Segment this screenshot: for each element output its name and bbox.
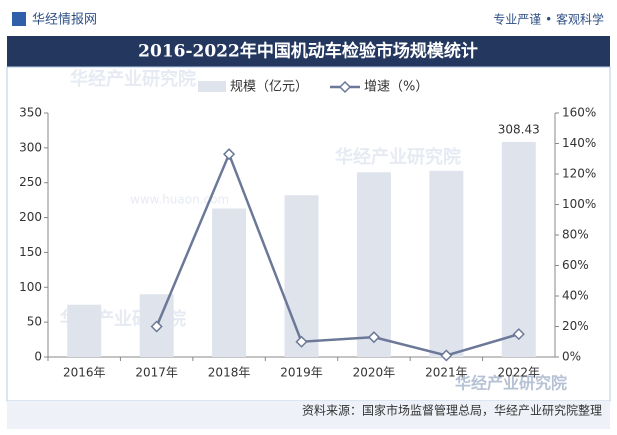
y-tick-label: 200 — [19, 210, 42, 224]
y2-tick-label: 60% — [562, 258, 589, 272]
y2-tick-label: 140% — [562, 136, 596, 150]
x-tick-label: 2020年 — [353, 366, 396, 380]
y2-tick-label: 160% — [562, 106, 596, 120]
watermark-url: www.huaon.com — [130, 193, 229, 207]
watermark-logo: 华经产业研究院 — [455, 374, 567, 393]
bar — [284, 195, 319, 357]
brand: 华经情报网 — [32, 13, 97, 28]
growth-line — [155, 150, 520, 357]
x-tick-label: 2018年 — [208, 366, 251, 380]
source: 资料来源：国家市场监督管理总局，华经产业研究院整理 — [302, 403, 602, 418]
bar — [429, 170, 464, 357]
y2-tick-label: 0% — [562, 350, 581, 364]
y2-tick-label: 120% — [562, 167, 596, 181]
growth-marker — [150, 320, 163, 333]
bar — [212, 208, 247, 357]
watermark: 华经产业研究院 — [335, 146, 461, 168]
y-tick-label: 150 — [19, 245, 42, 259]
slogan: 专业严谨 • 客观科学 — [493, 12, 604, 27]
y-tick-label: 250 — [19, 175, 42, 189]
y2-tick-label: 40% — [562, 289, 589, 303]
legend-label: 规模（亿元） — [230, 80, 308, 95]
y-tick-label: 100 — [19, 280, 42, 294]
y2-tick-label: 20% — [562, 319, 589, 333]
footer-bar — [7, 401, 610, 429]
y-tick-label: 300 — [19, 140, 42, 154]
title-banner — [7, 36, 610, 67]
growth-marker — [367, 331, 380, 344]
x-tick-label: 2019年 — [280, 366, 323, 380]
growth-marker — [512, 328, 525, 341]
y-tick-label: 50 — [27, 315, 42, 329]
y-tick-label: 350 — [19, 106, 42, 120]
chart-title: 2016-2022年中国机动车检验市场规模统计 — [138, 41, 478, 62]
x-tick-label: 2022年 — [498, 366, 541, 380]
legend-marker — [338, 80, 352, 94]
growth-marker — [223, 148, 236, 161]
x-tick-label: 2017年 — [135, 366, 178, 380]
bar — [501, 141, 536, 357]
data-label: 308.43 — [498, 122, 540, 136]
y2-tick-label: 100% — [562, 197, 596, 211]
bar — [67, 304, 102, 357]
legend-label: 增速（%） — [364, 80, 428, 95]
bar — [356, 172, 391, 357]
watermark: 华经产业研究院 — [70, 68, 196, 90]
x-tick-label: 2016年 — [63, 366, 106, 380]
growth-marker — [295, 335, 308, 348]
y-tick-label: 0 — [34, 350, 42, 364]
logo — [12, 12, 26, 26]
x-tick-label: 2021年 — [425, 366, 468, 380]
growth-marker — [440, 349, 453, 362]
y2-tick-label: 80% — [562, 228, 589, 242]
legend-swatch — [198, 81, 226, 92]
